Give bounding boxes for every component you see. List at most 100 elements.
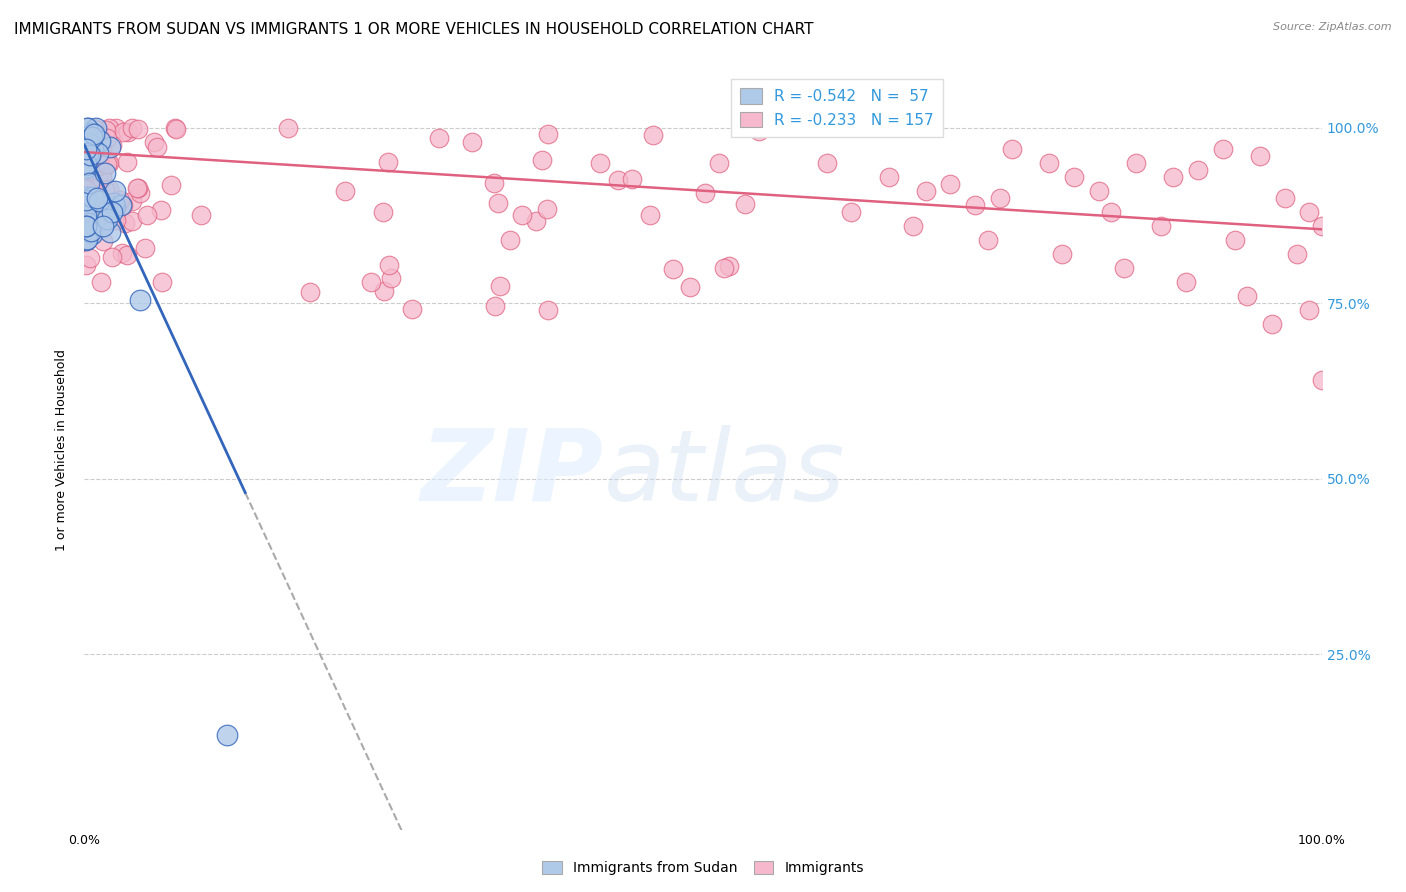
Point <box>510 208 533 222</box>
Point <box>104 184 127 198</box>
Point <box>86 191 108 205</box>
Point <box>75 219 97 233</box>
Point <box>1310 373 1333 387</box>
Point <box>89 131 111 145</box>
Point <box>135 208 157 222</box>
Point <box>83 127 105 141</box>
Point <box>1063 169 1085 184</box>
Point <box>96 156 118 170</box>
Point <box>713 261 735 276</box>
Point <box>976 233 998 247</box>
Point <box>110 198 132 212</box>
Point <box>87 154 110 169</box>
Point <box>82 126 104 140</box>
Point <box>621 172 644 186</box>
Point <box>1187 162 1209 177</box>
Legend: Immigrants from Sudan, Immigrants: Immigrants from Sudan, Immigrants <box>537 855 869 880</box>
Point <box>104 212 127 227</box>
Point <box>75 128 97 142</box>
Point <box>988 191 1011 205</box>
Point <box>76 208 98 222</box>
Point <box>486 196 509 211</box>
Point <box>79 224 101 238</box>
Point <box>75 219 97 233</box>
Point <box>841 204 863 219</box>
Point <box>75 141 97 155</box>
Point <box>75 142 97 156</box>
Point <box>606 172 628 186</box>
Point <box>90 275 112 289</box>
Point <box>82 190 104 204</box>
Point <box>79 251 101 265</box>
Point <box>75 157 97 171</box>
Point <box>427 131 450 145</box>
Point <box>1099 204 1122 219</box>
Point <box>1274 191 1296 205</box>
Point <box>90 141 112 155</box>
Point <box>79 192 101 206</box>
Point <box>86 145 108 160</box>
Point <box>82 129 104 144</box>
Point <box>87 159 110 173</box>
Text: atlas: atlas <box>605 425 845 522</box>
Point <box>90 210 112 224</box>
Point <box>84 120 107 135</box>
Point <box>914 184 936 198</box>
Y-axis label: 1 or more Vehicles in Household: 1 or more Vehicles in Household <box>55 350 69 551</box>
Point <box>530 153 553 167</box>
Point <box>127 181 149 195</box>
Point <box>76 232 98 246</box>
Point <box>75 194 97 208</box>
Point <box>79 145 101 159</box>
Point <box>114 216 136 230</box>
Point <box>91 235 114 249</box>
Point <box>75 182 97 196</box>
Point <box>1298 303 1320 318</box>
Point <box>638 208 661 222</box>
Point <box>87 169 110 183</box>
Point <box>499 233 522 247</box>
Point <box>401 301 423 316</box>
Point <box>1161 169 1184 184</box>
Point <box>76 120 98 135</box>
Point <box>83 121 105 136</box>
Point <box>1261 317 1284 331</box>
Point <box>679 280 702 294</box>
Point <box>84 194 107 208</box>
Point <box>90 193 112 207</box>
Point <box>378 258 401 272</box>
Point <box>117 248 139 262</box>
Point <box>79 177 101 191</box>
Text: Source: ZipAtlas.com: Source: ZipAtlas.com <box>1274 22 1392 32</box>
Point <box>146 140 169 154</box>
Point <box>83 193 105 207</box>
Point <box>277 120 299 135</box>
Point <box>1249 148 1271 162</box>
Point <box>121 120 143 135</box>
Point <box>643 128 665 143</box>
Point <box>75 193 97 207</box>
Point <box>94 166 117 180</box>
Point <box>1174 275 1197 289</box>
Point <box>75 199 97 213</box>
Point <box>1038 155 1060 169</box>
Point <box>77 187 100 202</box>
Point <box>103 195 125 210</box>
Point <box>1112 260 1135 275</box>
Point <box>82 227 104 242</box>
Point <box>91 219 114 233</box>
Point <box>75 161 97 176</box>
Point <box>86 140 108 154</box>
Point <box>333 184 356 198</box>
Point <box>96 123 118 137</box>
Point <box>82 141 104 155</box>
Point <box>1298 204 1320 219</box>
Point <box>121 194 143 208</box>
Point <box>86 155 108 169</box>
Point <box>101 250 124 264</box>
Point <box>1236 289 1258 303</box>
Point <box>101 137 124 152</box>
Point <box>93 183 115 197</box>
Point <box>125 181 148 195</box>
Point <box>97 156 120 170</box>
